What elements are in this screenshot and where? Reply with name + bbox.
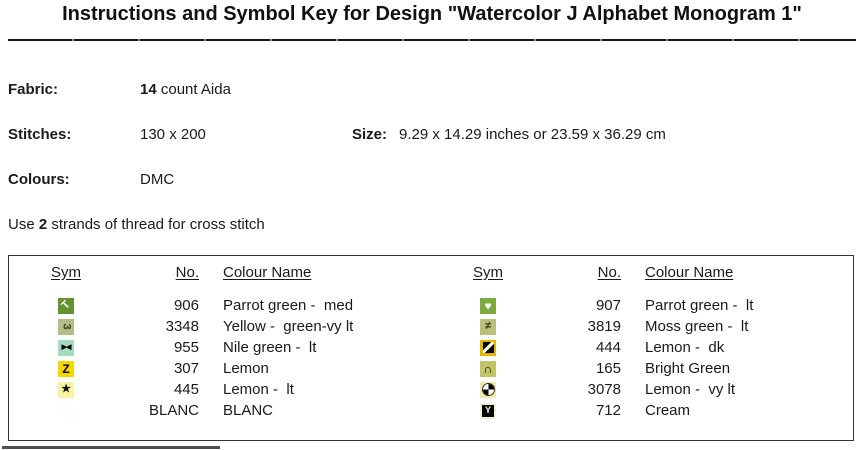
key-row: 444 Lemon - dk [431, 337, 853, 358]
thread-number: 445 [173, 381, 199, 398]
stitches-row: Stitches: 130 x 200 Size: 9.29 x 14.29 inch… [8, 126, 666, 143]
strands-count: 2 [38, 216, 48, 233]
colour-name: Parrot green - lt [645, 297, 754, 314]
symbol-key-table: Sym No. Colour Name T 906 Parrot green -… [8, 255, 854, 441]
key-header-row: Sym No. Colour Name [9, 260, 431, 284]
thread-number: BLANC [148, 402, 199, 419]
strands-note: Use 2 strands of thread for cross stitch [8, 216, 265, 233]
thread-number: 165 [595, 360, 621, 377]
key-row: ♥ 907 Parrot green - lt [431, 295, 853, 316]
colour-name: Yellow - green-vy lt [223, 318, 354, 335]
title-divider [8, 39, 856, 41]
not-equal-icon: ≠ [484, 320, 492, 332]
colours-label: Colours: [8, 171, 70, 188]
thread-number: 955 [173, 339, 199, 356]
key-row: 3078 Lemon - vy lt [431, 379, 853, 400]
quartered-circle-icon [482, 384, 494, 395]
key-header-sym: Sym [51, 263, 81, 281]
symbol-swatch: T [58, 297, 74, 314]
key-header-row: Sym No. Colour Name [431, 260, 853, 284]
thread-number: 3819 [587, 318, 621, 335]
symbol-swatch: ∩ [480, 360, 496, 377]
key-row: ∩ 165 Bright Green [431, 358, 853, 379]
key-right-column: Sym No. Colour Name ♥ 907 Parrot green -… [431, 256, 853, 440]
thread-number: 307 [173, 360, 199, 377]
diagonal-black-square-icon [482, 342, 494, 353]
letter-y-square-icon: Y [482, 404, 494, 417]
symbol-swatch: ▶◀ [58, 339, 74, 356]
rotated-three-icon: 3 [60, 323, 73, 330]
colour-name: Lemon [223, 360, 269, 377]
strands-prefix: Use [8, 216, 39, 233]
size-value: 9.29 x 14.29 inches or 23.59 x 36.29 cm [399, 126, 666, 143]
thread-number: 3348 [165, 318, 199, 335]
key-row: 3 3348 Yellow - green-vy lt [9, 316, 431, 337]
key-row: T 906 Parrot green - med [9, 295, 431, 316]
key-row: BLANC BLANC [9, 400, 431, 421]
colour-name: Lemon - dk [645, 339, 725, 356]
thread-number: 444 [595, 339, 621, 356]
fabric-count: 14 [140, 81, 157, 98]
key-header-no: No. [175, 263, 199, 281]
key-row: ≠ 3819 Moss green - lt [431, 316, 853, 337]
size-label: Size: [352, 126, 388, 143]
symbol-swatch: ≠ [480, 318, 496, 335]
colour-name: Cream [645, 402, 691, 419]
key-header-name: Colour Name [223, 263, 312, 281]
symbol-swatch: ★ [58, 381, 74, 398]
symbol-swatch: Y [480, 402, 496, 419]
colour-name: Nile green - lt [223, 339, 317, 356]
stitches-label: Stitches: [8, 126, 72, 143]
tilted-t-icon: T [59, 298, 73, 312]
key-header-no: No. [597, 263, 621, 281]
strands-suffix: strands of thread for cross stitch [47, 216, 265, 233]
colour-name: BLANC [223, 402, 274, 419]
fabric-rest: count Aida [156, 81, 231, 98]
star-icon: ★ [61, 383, 71, 395]
colour-name: Parrot green - med [223, 297, 354, 314]
key-header-sym: Sym [473, 263, 503, 281]
arch-icon: ∩ [483, 361, 493, 376]
colours-value: DMC [140, 171, 175, 188]
fabric-row: Fabric: 14 count Aida [8, 81, 231, 98]
colours-row: Colours: DMC [8, 171, 174, 188]
bowtie-icon: ▶◀ [61, 344, 72, 351]
stitches-value: 130 x 200 [140, 126, 206, 143]
symbol-swatch [480, 381, 496, 398]
key-header-name: Colour Name [645, 263, 734, 281]
colour-name: Lemon - lt [223, 381, 294, 398]
thread-number: 3078 [587, 381, 621, 398]
fabric-label: Fabric: [8, 81, 59, 98]
colour-name: Moss green - lt [645, 318, 749, 335]
symbol-swatch [58, 402, 74, 419]
thread-number: 907 [595, 297, 621, 314]
thread-number: 906 [173, 297, 199, 314]
colour-name: Bright Green [645, 360, 731, 377]
bottom-page-rule [2, 446, 220, 449]
symbol-swatch [480, 339, 496, 356]
key-row: ▶◀ 955 Nile green - lt [9, 337, 431, 358]
key-row: Y 712 Cream [431, 400, 853, 421]
thread-number: 712 [595, 402, 621, 419]
colour-name: Lemon - vy lt [645, 381, 736, 398]
letter-z-icon: Z [62, 361, 70, 376]
key-row: Z 307 Lemon [9, 358, 431, 379]
key-row: ★ 445 Lemon - lt [9, 379, 431, 400]
symbol-swatch: ♥ [480, 297, 496, 314]
key-left-column: Sym No. Colour Name T 906 Parrot green -… [9, 256, 431, 440]
page-title: Instructions and Symbol Key for Design "… [62, 3, 802, 25]
heart-icon: ♥ [484, 298, 492, 313]
symbol-swatch: Z [58, 360, 74, 377]
symbol-swatch: 3 [58, 318, 74, 335]
